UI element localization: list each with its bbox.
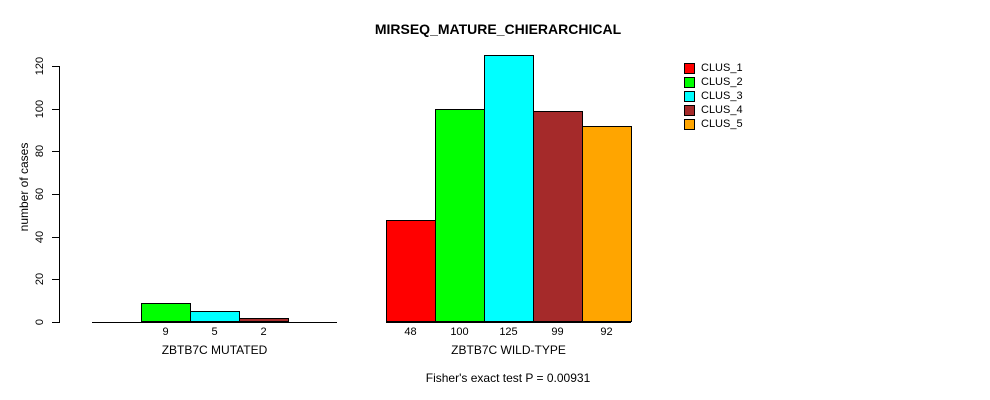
- y-tick-mark: [52, 151, 60, 153]
- y-tick-label: 80: [34, 145, 46, 158]
- bar: [239, 317, 289, 322]
- y-tick-label: 60: [34, 187, 46, 201]
- bar-value-label: 2: [260, 326, 267, 338]
- y-tick-mark: [52, 66, 60, 67]
- group-label: ZBTB7C MUTATED: [161, 343, 268, 357]
- bar: [435, 108, 485, 322]
- bar: [141, 302, 191, 322]
- legend-swatch-icon: [684, 63, 695, 74]
- y-axis-label: number of cases: [17, 142, 31, 232]
- legend-swatch-icon: [684, 91, 695, 102]
- y-tick-mark: [52, 194, 60, 195]
- bar: [533, 110, 583, 322]
- bar: [582, 125, 632, 322]
- y-tick-label: 20: [34, 273, 46, 286]
- group-baseline: [92, 322, 337, 323]
- legend-label: CLUS_5: [701, 118, 743, 130]
- y-tick-mark: [52, 236, 60, 238]
- y-tick-mark: [52, 322, 60, 323]
- legend-swatch-icon: [684, 105, 695, 116]
- bar: [190, 311, 240, 322]
- legend-row: CLUS_4: [684, 105, 743, 116]
- bar-value-label: 100: [450, 326, 469, 338]
- legend-row: CLUS_2: [684, 77, 743, 88]
- annotation-fisher-test: Fisher's exact test P = 0.00931: [425, 371, 591, 385]
- legend-label: CLUS_3: [701, 90, 743, 102]
- legend: CLUS_1 CLUS_2 CLUS_3 CLUS_4 CLUS_5: [684, 63, 743, 133]
- legend-label: CLUS_1: [701, 62, 743, 74]
- y-tick-mark: [52, 108, 60, 110]
- bar: [484, 55, 534, 322]
- y-tick-label: 0: [34, 318, 46, 326]
- bar-value-label: 48: [404, 326, 417, 338]
- bar-value-label: 9: [162, 326, 169, 338]
- group-label: ZBTB7C WILD-TYPE: [451, 343, 566, 357]
- legend-row: CLUS_5: [684, 119, 743, 130]
- y-tick-mark: [52, 279, 60, 281]
- group-baseline: [386, 322, 631, 323]
- bar-value-label: 5: [211, 326, 218, 338]
- bar-value-label: 125: [499, 326, 518, 338]
- legend-label: CLUS_2: [701, 76, 743, 88]
- y-tick-label: 120: [34, 56, 46, 76]
- legend-swatch-icon: [684, 77, 695, 88]
- y-tick-label: 100: [34, 99, 46, 118]
- y-tick-label: 40: [34, 230, 46, 243]
- legend-row: CLUS_3: [684, 91, 743, 102]
- bar: [386, 219, 436, 322]
- bar-value-label: 99: [551, 326, 564, 338]
- chart-title: MIRSEQ_MATURE_CHIERARCHICAL: [374, 21, 622, 37]
- bar-value-label: 92: [600, 326, 613, 338]
- legend-swatch-icon: [684, 119, 695, 130]
- legend-row: CLUS_1: [684, 63, 743, 74]
- legend-label: CLUS_4: [701, 104, 743, 116]
